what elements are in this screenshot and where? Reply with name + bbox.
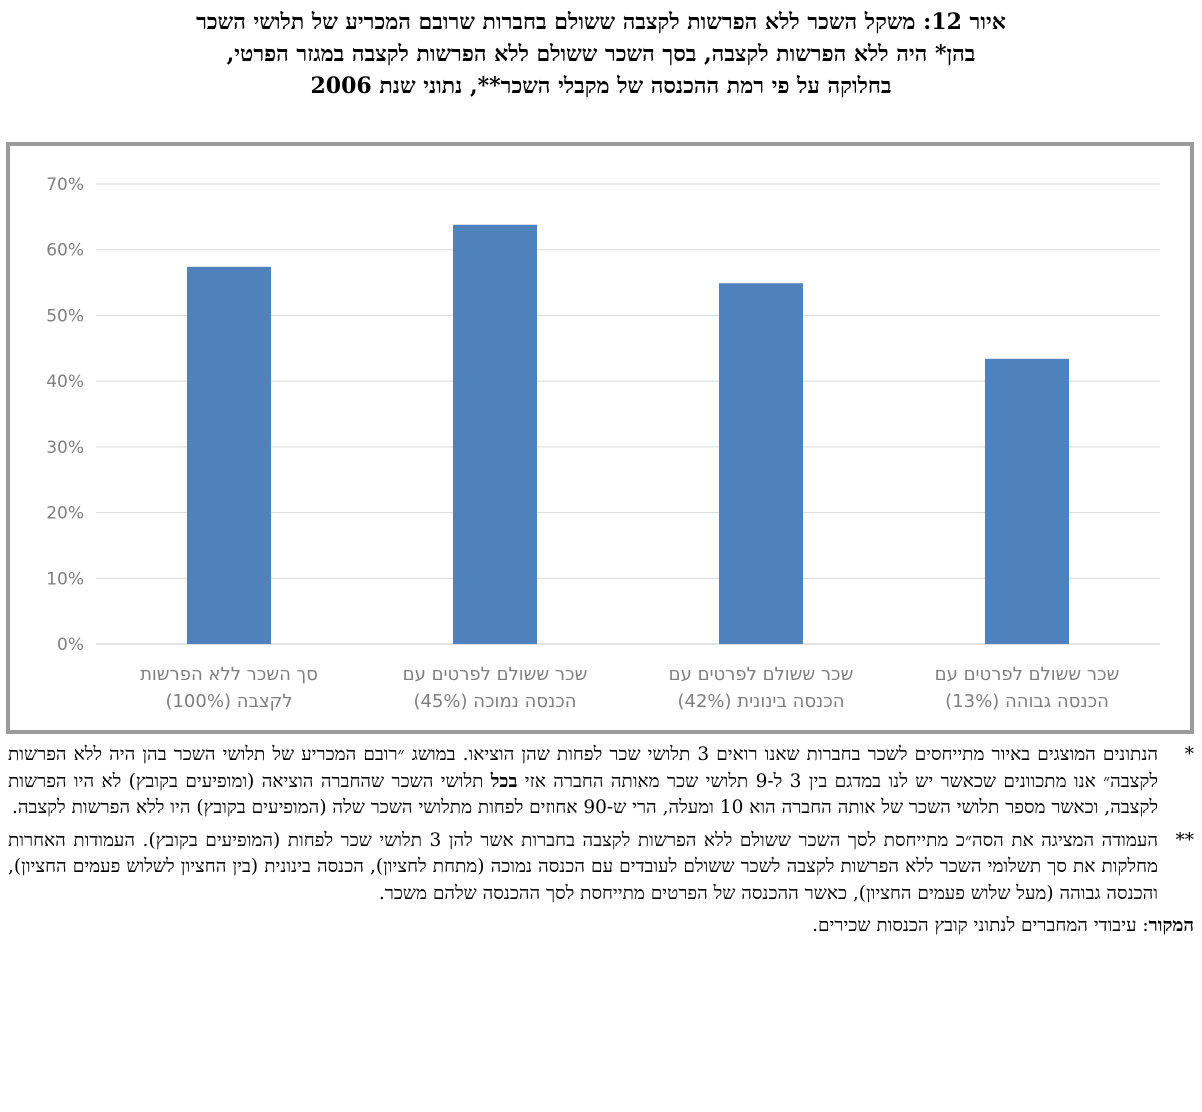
bar-chart: 0% 10% 20% 30% 40% 50% 60% 70% סך השכר ללא הפרשו… (46, 175, 1160, 712)
y-tick-label: 10% (46, 569, 84, 589)
footnote-2-text: העמודה המציגה את הסה״כ מתייחסת לסך השכר … (8, 829, 1158, 904)
y-tick-label: 30% (46, 438, 84, 458)
y-tick-label: 40% (46, 372, 84, 392)
footnote-1-part-1: הנתונים המוצגים באיור מתייחסים לשכר בחבר… (8, 744, 1158, 792)
x-tick-label-line-1: שכר ששולם לפרטים עם (935, 664, 1120, 685)
x-tick-label-line-2: הכנסה גבוהה (13%) (945, 691, 1109, 712)
footnote-1-text: הנתונים המוצגים באיור מתייחסים לשכר בחבר… (8, 744, 1158, 818)
x-tick-label-line-2: הכנסה בינונית (42%) (677, 691, 844, 712)
y-tick-label: 20% (46, 504, 84, 524)
footnote-2-mark: ** (1175, 829, 1195, 851)
footnote-1: * הנתונים המוצגים באיור מתייחסים לשכר בח… (8, 742, 1194, 822)
source-label: המקור (1148, 915, 1194, 936)
x-tick-label-line-2: הכנסה נמוכה (45%) (413, 691, 576, 712)
source-line: המקור: עיבודי המחברים לנתוני קובץ הכנסות… (8, 913, 1194, 940)
y-tick-label: 60% (46, 241, 84, 261)
footnotes: * הנתונים המוצגים באיור מתייחסים לשכר בח… (8, 742, 1194, 940)
source-text: : עיבודי המחברים לנתוני קובץ הכנסות שכיר… (812, 915, 1149, 936)
y-tick-label: 70% (46, 175, 84, 195)
x-tick-label-line-1: שכר ששולם לפרטים עם (669, 664, 854, 685)
bar (985, 358, 1069, 644)
bar (719, 283, 803, 644)
x-tick-label-line-2: לקצבה (100%) (165, 691, 292, 712)
figure-title-line-2: בהן* היה ללא הפרשות לקצבה, בסך השכר ששול… (226, 41, 976, 67)
bar (453, 224, 537, 644)
x-tick-label-line-1: שכר ששולם לפרטים עם (403, 664, 588, 685)
x-tick-label-line-1: סך השכר ללא הפרשות (140, 664, 318, 685)
figure-title: איור 12: משקל השכר ללא הפרשות לקצבה ששול… (0, 6, 1202, 102)
figure-title-line-1: איור 12: משקל השכר ללא הפרשות לקצבה ששול… (196, 9, 1006, 35)
footnote-1-part-2: תלושי השכר שהחברה הוציאה (ומופיעים בקובץ… (8, 770, 1158, 819)
y-tick-label: 50% (46, 306, 84, 326)
chart-frame: 0% 10% 20% 30% 40% 50% 60% 70% סך השכר ללא הפרשו… (6, 142, 1194, 734)
footnote-1-mark: * (1184, 744, 1194, 765)
figure-title-line-3: בחלוקה על פי רמת ההכנסה של מקבלי השכר**,… (310, 73, 892, 99)
footnote-2: ** העמודה המציגה את הסה״כ מתייחסת לסך הש… (8, 828, 1194, 908)
bar (187, 266, 271, 644)
footnote-1-bold: בכל (490, 770, 518, 792)
y-tick-label: 0% (57, 635, 84, 655)
